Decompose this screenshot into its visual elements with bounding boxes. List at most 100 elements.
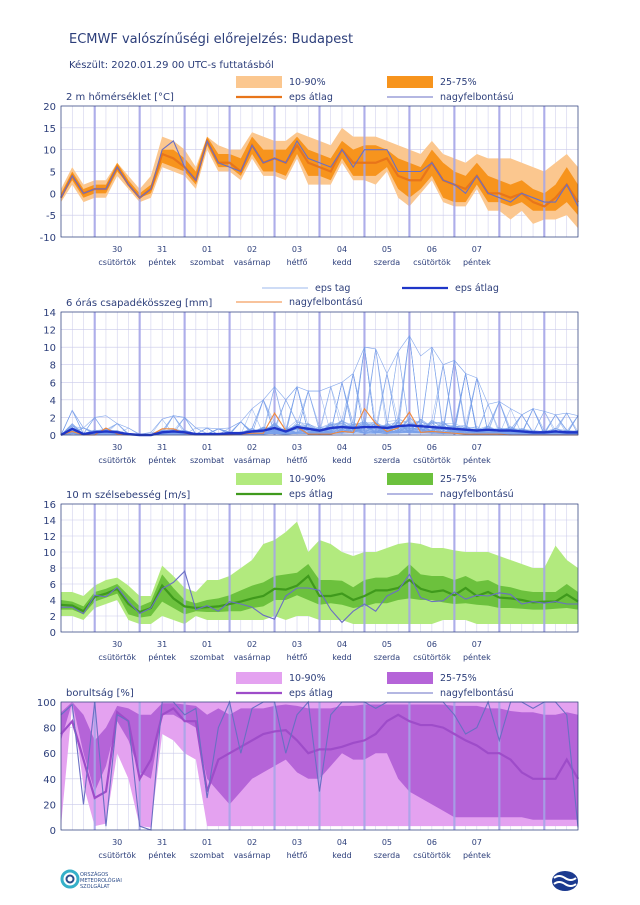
x-tick-weekday: csütörtök: [413, 851, 451, 860]
legend-label-3: nagyfelbontású: [440, 92, 514, 103]
series-hires: [61, 570, 578, 624]
omsz-logo-line-1: ORSZÁGOS: [80, 872, 109, 878]
legend-label-0: 10-90%: [289, 474, 326, 485]
y-tick-label: 2: [50, 612, 56, 623]
plot-frame: [60, 503, 579, 633]
x-tick-weekday: szerda: [374, 851, 401, 860]
y-tick-label: -10: [40, 233, 56, 244]
x-tick-day: 03: [292, 245, 302, 254]
x-tick-weekday: csütörtök: [413, 456, 451, 465]
legend-label-3: nagyfelbontású: [440, 489, 514, 500]
x-tick-day: 03: [292, 443, 302, 452]
x-tick-day: 03: [292, 640, 302, 649]
legend-label-2: eps átlag: [289, 688, 333, 699]
x-tick-day: 30: [112, 443, 122, 452]
omsz-logo-text: ORSZÁGOS METEOROLÓGIAI SZOLGÁLAT: [80, 872, 122, 890]
x-tick-day: 07: [472, 245, 482, 254]
x-tick-weekday: szombat: [190, 456, 224, 465]
y-tick-label: 6: [50, 378, 56, 389]
plot-frame: [60, 105, 579, 238]
ecmwf-logo-icon: [552, 871, 578, 891]
y-tick-label: 10: [43, 548, 56, 559]
x-tick-weekday: péntek: [463, 652, 491, 662]
x-tick-weekday: péntek: [148, 257, 176, 267]
legend-swatch-1: [387, 473, 433, 485]
x-tick-day: 30: [112, 838, 122, 847]
y-tick-label: 2: [50, 413, 56, 424]
x-tick-day: 04: [337, 245, 347, 254]
y-tick-label: 8: [50, 564, 56, 575]
x-tick-day: 06: [427, 443, 437, 452]
page-subtitle: Készült: 2020.01.29 00 UTC-s futtatásból: [69, 60, 274, 71]
x-tick-day: 31: [157, 838, 167, 847]
legend-label-0: 10-90%: [289, 77, 326, 88]
x-tick-day: 03: [292, 838, 302, 847]
x-tick-weekday: szombat: [190, 851, 224, 860]
x-tick-weekday: kedd: [332, 653, 351, 662]
legend-label-0: eps tag: [315, 283, 350, 294]
x-tick-weekday: csütörtök: [413, 653, 451, 662]
x-tick-day: 31: [157, 640, 167, 649]
x-tick-day: 01: [202, 838, 212, 847]
x-tick-weekday: hétfő: [287, 257, 308, 267]
x-tick-weekday: szombat: [190, 653, 224, 662]
x-tick-weekday: hétfő: [287, 455, 308, 465]
x-tick-weekday: szombat: [190, 258, 224, 267]
y-tick-label: 12: [43, 326, 56, 337]
x-tick-weekday: péntek: [463, 455, 491, 465]
x-tick-day: 07: [472, 838, 482, 847]
plot-frame: [60, 701, 579, 831]
x-tick-day: 07: [472, 443, 482, 452]
page-title: ECMWF valószínűségi előrejelzés: Budapes…: [69, 32, 354, 47]
x-tick-weekday: szerda: [374, 258, 401, 267]
omsz-logo-line-2: METEOROLÓGIAI: [80, 878, 122, 884]
series-hires: [60, 700, 579, 831]
x-tick-day: 04: [337, 443, 347, 452]
y-tick-label: 5: [50, 168, 56, 179]
legend-swatch-1: [387, 672, 433, 684]
x-tick-weekday: szerda: [374, 653, 401, 662]
x-tick-day: 01: [202, 443, 212, 452]
x-tick-day: 05: [382, 245, 392, 254]
legend-label-0: 10-90%: [289, 673, 326, 684]
omsz-logo-icon: [60, 869, 80, 889]
y-tick-label: 0: [50, 628, 56, 639]
y-tick-label: 4: [50, 396, 56, 407]
panel-title: 6 órás csapadékösszeg [mm]: [66, 297, 212, 309]
legend-label-2: nagyfelbontású: [289, 297, 363, 308]
x-tick-day: 31: [157, 443, 167, 452]
x-tick-weekday: vasárnap: [234, 456, 271, 465]
x-tick-weekday: kedd: [332, 456, 351, 465]
y-tick-label: 10: [43, 343, 56, 354]
plot-frame: [60, 311, 579, 436]
y-tick-label: 0: [50, 826, 56, 837]
y-tick-label: 60: [43, 749, 56, 760]
x-tick-weekday: kedd: [332, 851, 351, 860]
legend-swatch-0: [236, 473, 282, 485]
legend-label-1: 25-75%: [440, 77, 477, 88]
y-tick-label: 80: [43, 724, 56, 735]
x-tick-weekday: csütörtök: [98, 653, 136, 662]
x-tick-day: 06: [427, 245, 437, 254]
y-tick-label: 14: [43, 516, 56, 527]
x-tick-day: 31: [157, 245, 167, 254]
legend-label-1: eps átlag: [455, 283, 499, 294]
legend-swatch-0: [236, 672, 282, 684]
omsz-logo-line-3: SZOLGÁLAT: [80, 884, 110, 890]
legend-label-3: nagyfelbontású: [440, 688, 514, 699]
x-tick-day: 06: [427, 640, 437, 649]
legend-swatch-0: [236, 76, 282, 88]
x-tick-weekday: csütörtök: [98, 851, 136, 860]
x-tick-day: 02: [247, 245, 257, 254]
x-tick-weekday: csütörtök: [98, 258, 136, 267]
x-tick-day: 04: [337, 640, 347, 649]
x-tick-day: 05: [382, 443, 392, 452]
y-tick-label: 12: [43, 532, 56, 543]
y-tick-label: 10: [43, 146, 56, 157]
y-tick-label: -5: [46, 211, 56, 222]
legend-label-2: eps átlag: [289, 92, 333, 103]
y-tick-label: 8: [50, 361, 56, 372]
x-tick-day: 30: [112, 640, 122, 649]
legend-swatch-1: [387, 76, 433, 88]
x-tick-weekday: péntek: [148, 652, 176, 662]
